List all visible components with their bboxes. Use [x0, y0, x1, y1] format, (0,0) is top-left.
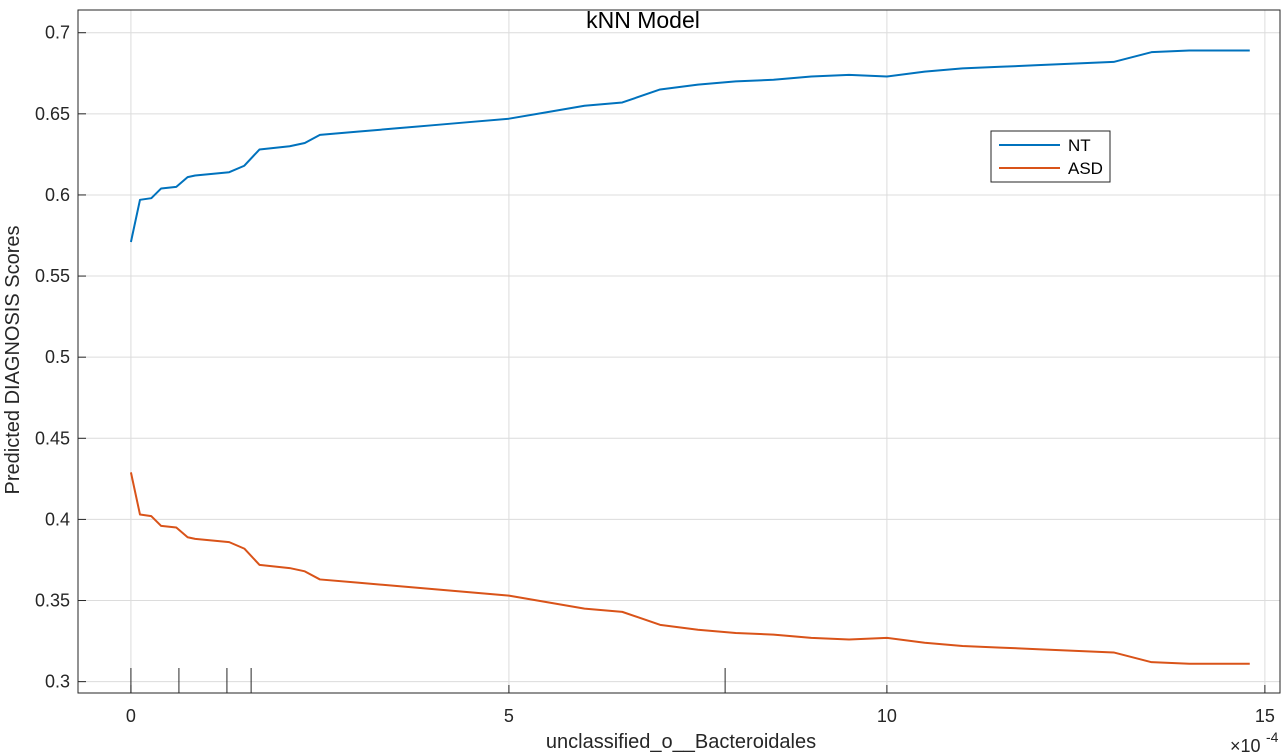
y-tick-label: 0.5 [45, 347, 70, 367]
legend-nt-label: NT [1068, 136, 1091, 155]
x-exponent: ×10 -4 [1230, 729, 1279, 756]
axes-box [77, 9, 1281, 694]
grid-lines [78, 10, 1280, 693]
y-tick-label: 0.65 [35, 104, 70, 124]
x-exponent-power: -4 [1266, 729, 1279, 745]
x-tick-label: 15 [1255, 706, 1275, 726]
legend-asd-label: ASD [1068, 159, 1103, 178]
x-exponent-base: ×10 [1230, 736, 1261, 756]
chart-title: kNN Model [586, 7, 700, 33]
x-tick-label: 0 [126, 706, 136, 726]
y-tick-label: 0.3 [45, 672, 70, 692]
x-tick-label: 5 [504, 706, 514, 726]
rug-marks [130, 668, 726, 693]
y-tick-label: 0.6 [45, 185, 70, 205]
x-axis-label: unclassified_o__Bacteroidales [546, 731, 816, 753]
y-tick-label: 0.4 [45, 509, 70, 529]
series-lines [129, 49, 1250, 665]
legend: NT ASD [990, 130, 1111, 183]
axis-ticks: 0 5 10 15 0.3 0.35 0.4 0.45 0.5 0.55 0.6 0.65 0.7 [35, 23, 1275, 726]
y-tick-label: 0.45 [35, 428, 70, 448]
y-tick-label: 0.55 [35, 266, 70, 286]
series-line-nt [129, 49, 1250, 243]
series-line-asd [129, 472, 1250, 665]
y-tick-label: 0.7 [45, 23, 70, 43]
y-tick-label: 0.35 [35, 591, 70, 611]
legend-box [990, 130, 1111, 183]
x-tick-label: 10 [877, 706, 897, 726]
y-axis-label: Predicted DIAGNOSIS Scores [2, 226, 24, 495]
